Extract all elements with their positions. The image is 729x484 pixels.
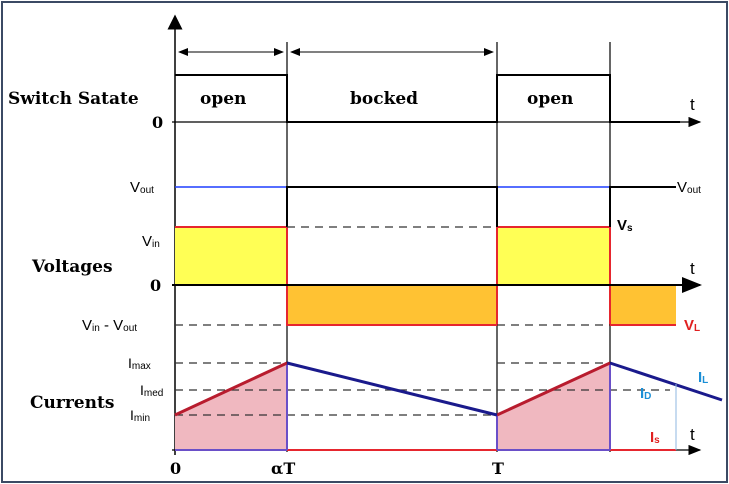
imax-label: Imax xyxy=(128,355,151,372)
vs-waveform-1 xyxy=(287,187,497,227)
time-period-label: T xyxy=(492,459,504,478)
voltage-zero-label: 0 xyxy=(150,276,161,295)
state-blocked: bocked xyxy=(350,89,418,109)
il-fall-1 xyxy=(287,363,497,415)
id-label: ID xyxy=(640,385,651,402)
is-label: Is xyxy=(650,429,660,446)
vin-left-label: Vin xyxy=(142,233,160,250)
vout-right-label: Vout xyxy=(677,179,701,196)
vin-fill-2 xyxy=(497,227,610,285)
switch-waveform xyxy=(175,75,680,122)
vin-fill-1 xyxy=(175,227,287,285)
imed-label: Imed xyxy=(140,382,163,399)
state-open-1: open xyxy=(200,89,246,109)
row-label-switch-state: Switch Satate xyxy=(8,89,139,109)
row-label-voltages: Voltages xyxy=(31,257,113,277)
il-label: IL xyxy=(698,369,708,386)
vl-label: VL xyxy=(684,317,700,334)
switch-zero-label: 0 xyxy=(152,113,163,132)
imin-label: Imin xyxy=(130,407,150,424)
time-zero-label: 0 xyxy=(170,459,181,478)
state-open-2: open xyxy=(527,89,573,109)
vl-fill-2 xyxy=(610,285,676,325)
vout-left-label: Vout xyxy=(130,179,154,196)
t-label-voltage: t xyxy=(690,259,695,278)
row-label-currents: Currents xyxy=(30,393,114,413)
vin-minus-vout-label: Vin - Vout xyxy=(82,317,137,334)
t-label-switch: t xyxy=(690,95,695,114)
time-alpha-t-label: αT xyxy=(271,459,295,478)
vs-label: Vs xyxy=(617,217,633,234)
t-label-current: t xyxy=(690,425,695,444)
vl-fill-1 xyxy=(287,285,497,325)
